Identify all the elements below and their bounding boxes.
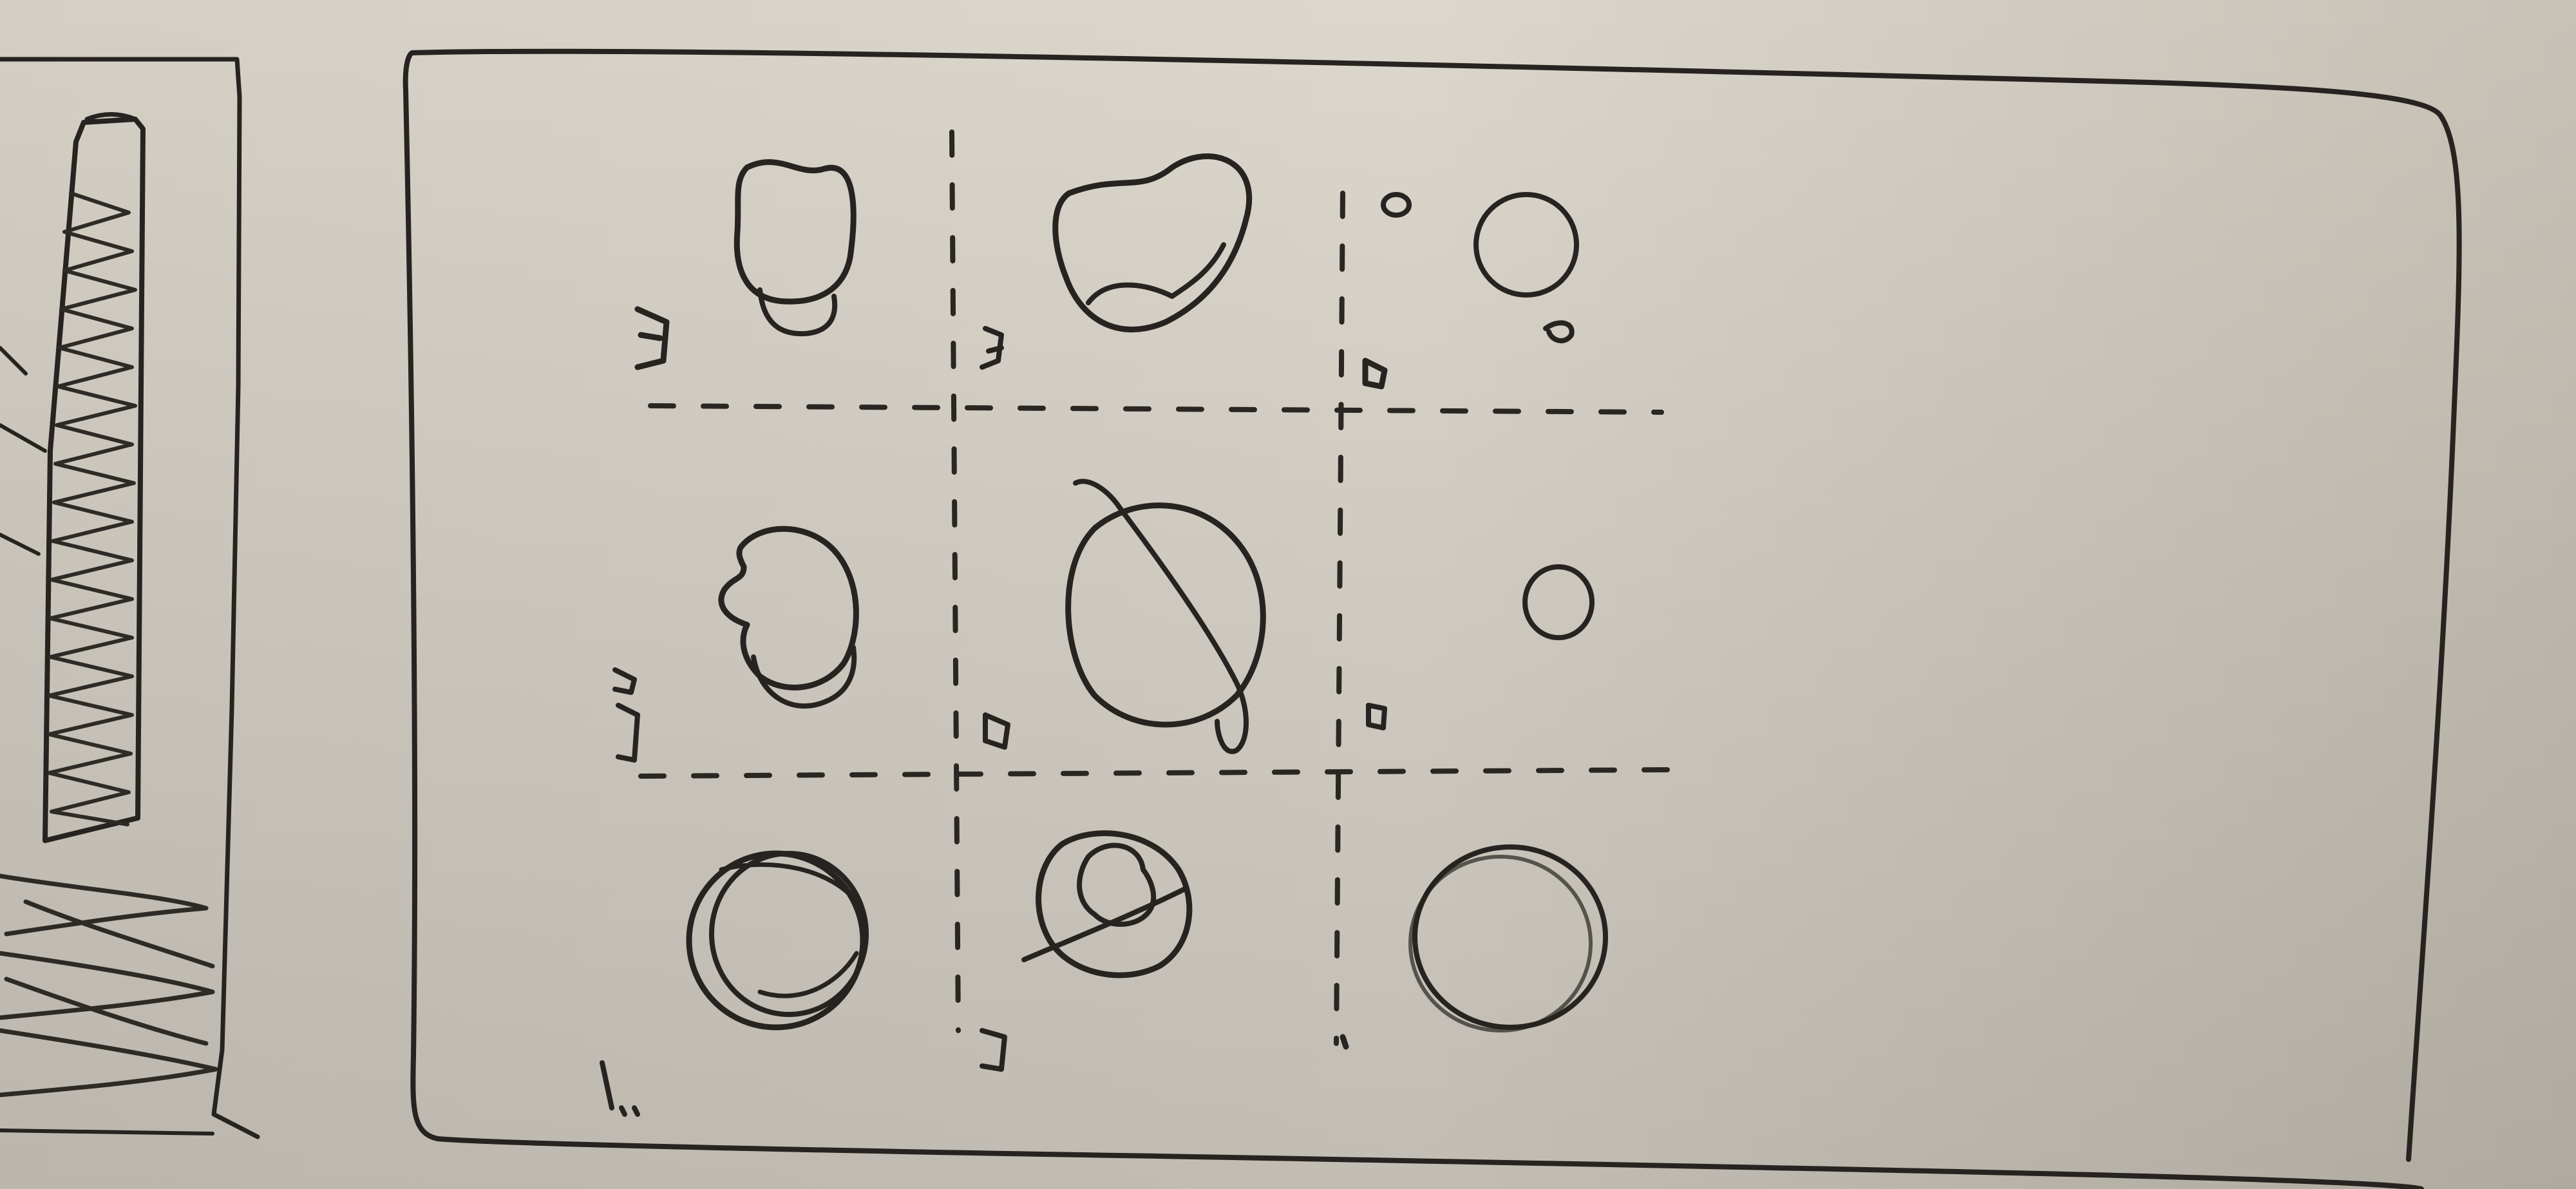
cell-2-2-circle-with-arc [983,479,1266,754]
cell-2-1-lumpy-circle [612,526,859,763]
cell-3-2-nested-scribble [980,830,1193,1072]
cell-3-3-double-circle-large [1340,844,1608,1050]
cell-1-2-kidney-blob [980,153,1253,370]
cell-2-3-small-circle [1366,564,1595,730]
cell-1-3-circle-with-dots [1362,192,1579,390]
left-side-sketch [0,57,260,1139]
grid-dividers [638,129,1677,1046]
main-sketch-frame [402,48,2462,1189]
cell-1-1-bean-blob [634,159,857,370]
cell-3-1-double-circle [600,850,869,1117]
